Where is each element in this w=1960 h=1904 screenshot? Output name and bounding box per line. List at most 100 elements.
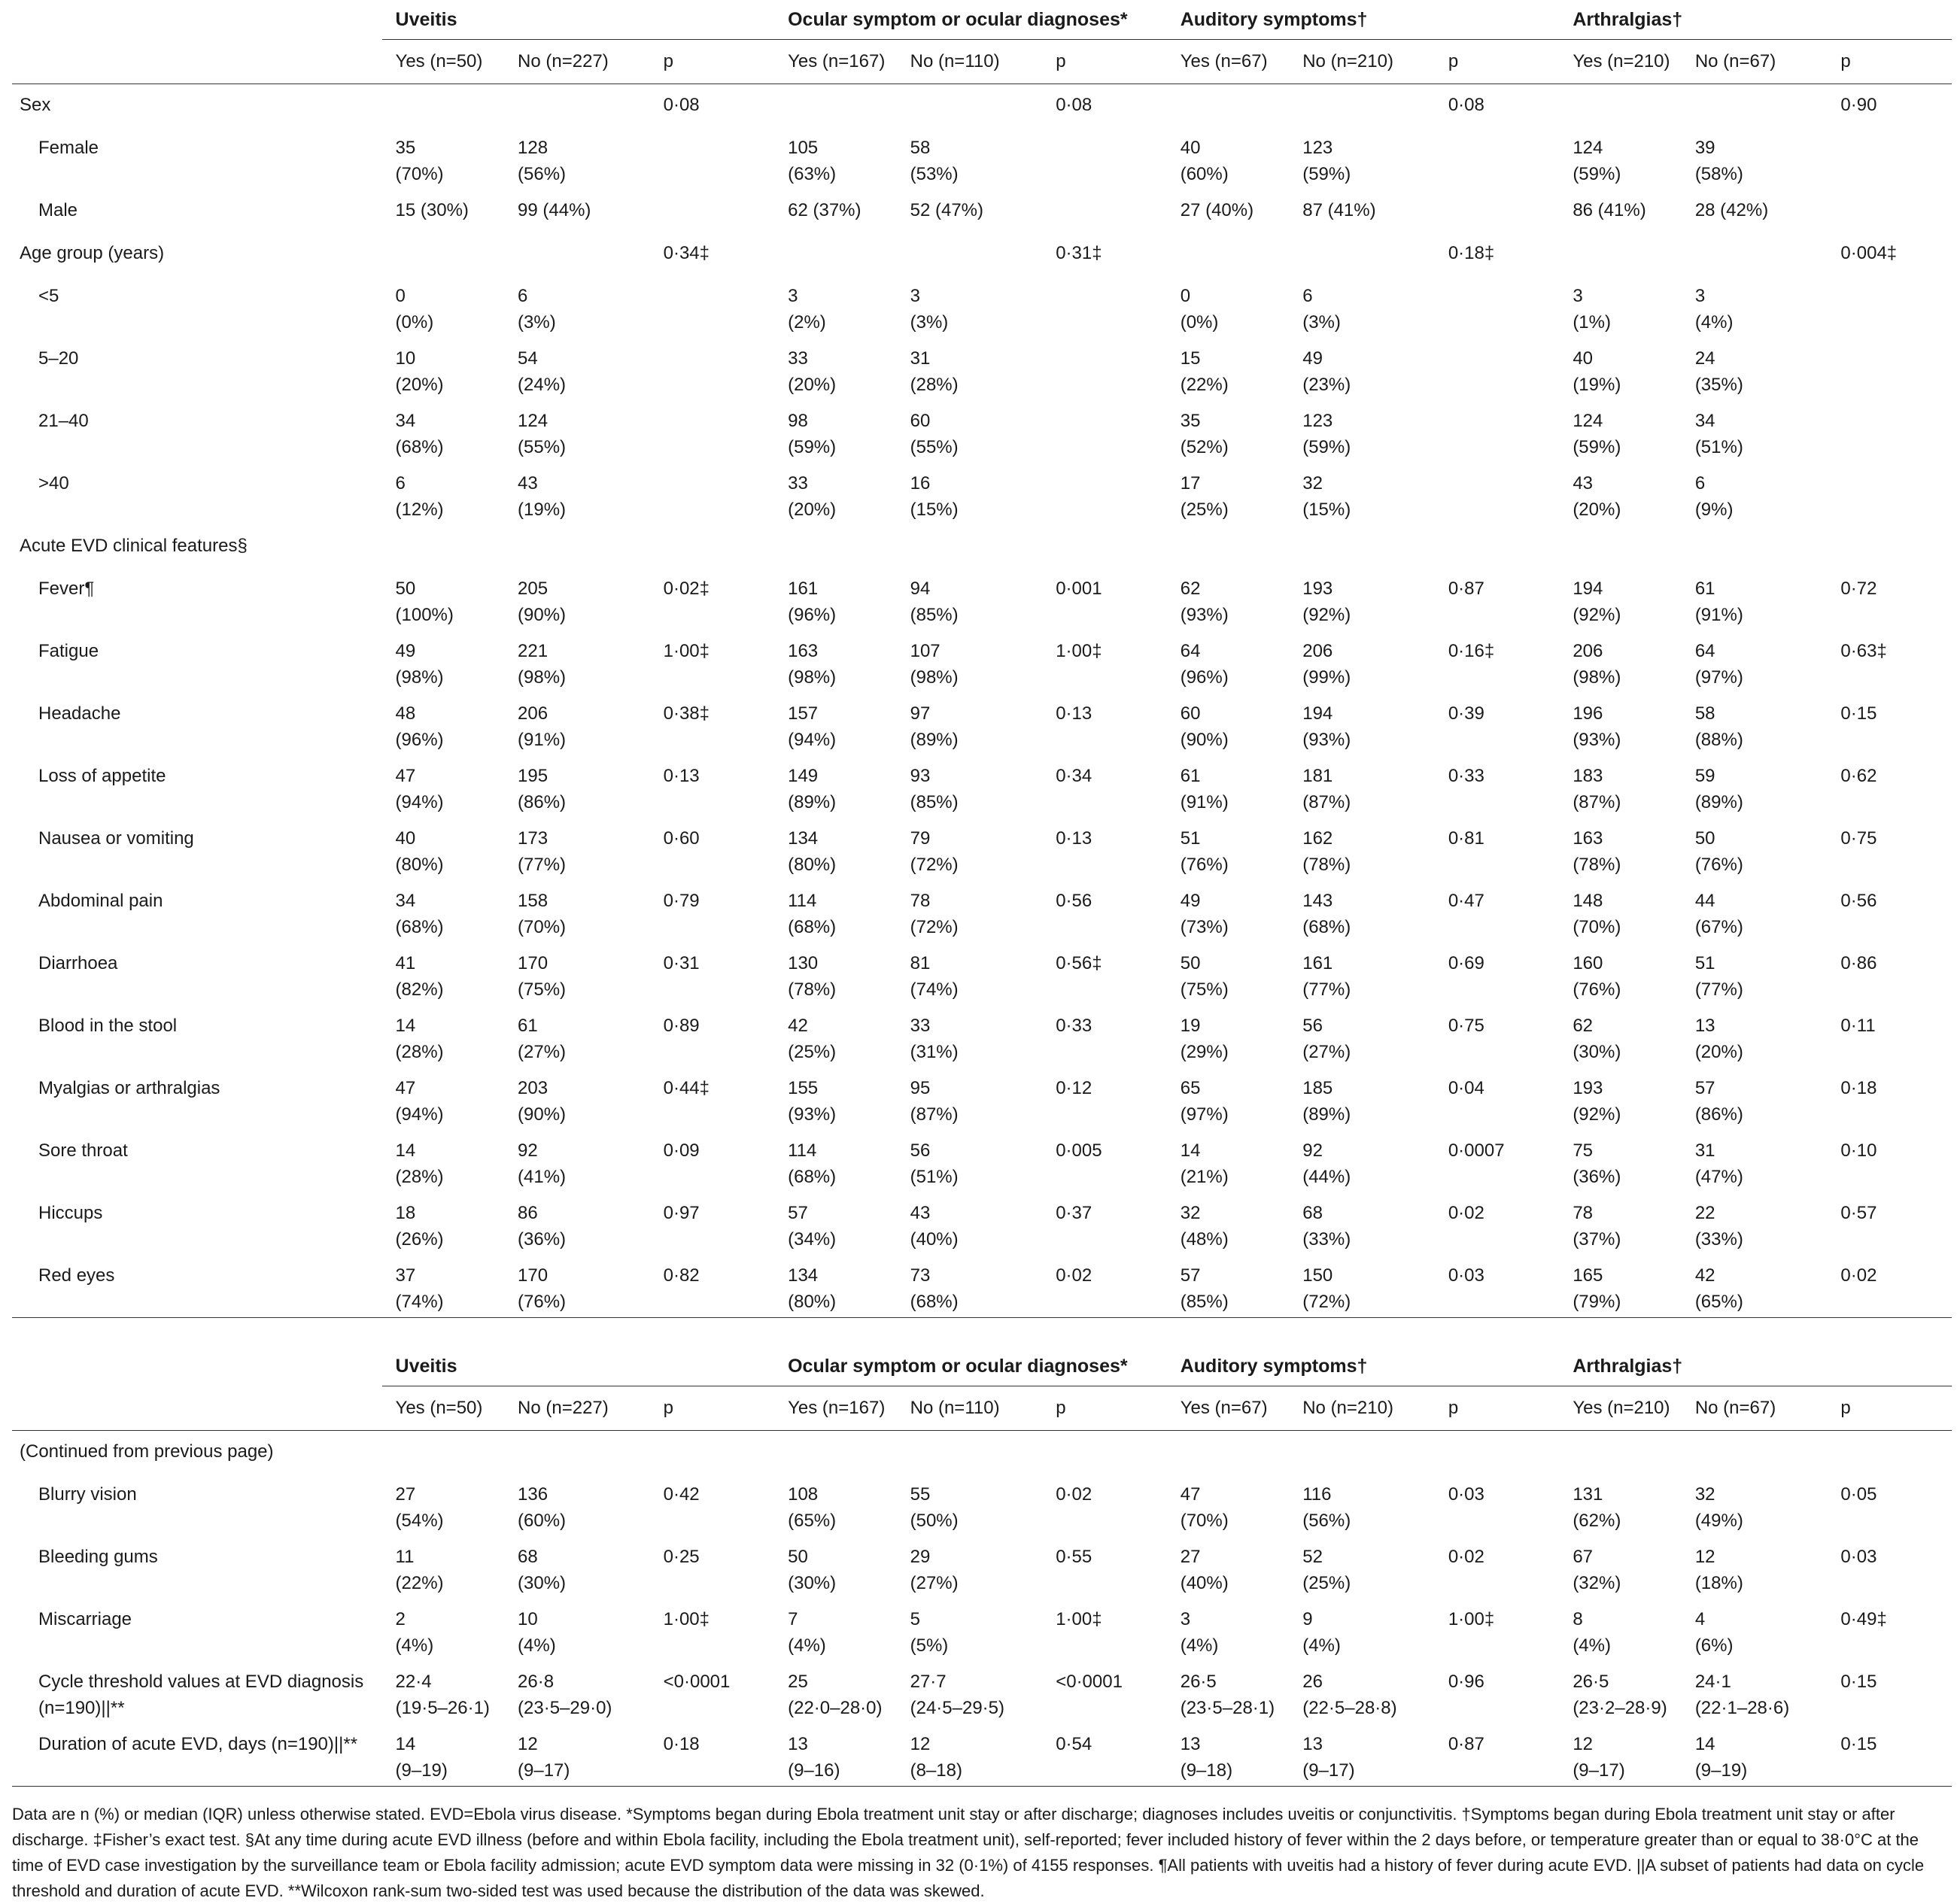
p-value: 0·02 (1448, 1547, 1484, 1567)
p-value (1435, 275, 1560, 338)
cell-value: 62 (30%) (1573, 1016, 1621, 1062)
cell-value: 26·5 (23·5–28·1) (1180, 1672, 1275, 1718)
cell-value: 52 (47%) (910, 200, 983, 220)
cell-value: 150 (72%) (1289, 1255, 1435, 1318)
cell-value (504, 84, 650, 128)
subheader-row: Yes (n=50) No (n=227) p Yes (n=167) No (n=11… (12, 1386, 1952, 1431)
cell-value: 193 (92%) (1573, 1078, 1621, 1125)
cell-value: 205 (90%) (518, 578, 567, 625)
table-row: Age group (years) 0·34‡ 0·31‡ 0·18‡ 0·004‡ (12, 232, 1952, 275)
cell-value: 170 (75%) (518, 953, 567, 1000)
results-table: Uveitis Ocular symptom or ocular diagnose… (12, 0, 1952, 1318)
cell-value: 14 (9–19) (381, 1723, 505, 1787)
group-title: Arthralgias† (1559, 1347, 1952, 1386)
p-value (1827, 400, 1952, 463)
p-value: 0·55 (1056, 1547, 1092, 1567)
cell-value: 15 (30%) (395, 200, 469, 220)
p-value: <0·0001 (1056, 1672, 1123, 1692)
p-value: 0·54 (1042, 1723, 1167, 1787)
cell-value: 0 (0%) (1180, 286, 1219, 333)
cell-value: 39 (58%) (1694, 138, 1743, 184)
cell-value: 161 (96%) (788, 578, 837, 625)
cell-value: 173 (77%) (518, 828, 567, 875)
cell-value: 5 (5%) (910, 1609, 949, 1656)
cell-value: 3 (4%) (1180, 1609, 1219, 1656)
p-value: 0·56 (1056, 891, 1092, 911)
cell-value (382, 232, 505, 275)
row-label: Fatigue (38, 641, 99, 661)
cell-value: 3 (3%) (910, 286, 949, 333)
row-label: >40 (38, 473, 69, 493)
cell-value: 11 (22%) (395, 1547, 444, 1593)
cell-value: 93 (85%) (910, 766, 959, 812)
cell-value: 114 (68%) (788, 1140, 837, 1187)
table-row: Sex 0·08 0·08 0·08 0·90 (12, 84, 1952, 128)
p-value: 0·11 (1840, 1016, 1876, 1036)
column-header-p: p (1042, 1386, 1167, 1431)
cell-value: 114 (68%) (788, 891, 837, 937)
p-value: 0·69 (1448, 953, 1484, 973)
header-blank (12, 1386, 382, 1431)
p-value (1827, 463, 1952, 525)
cell-value: 196 (93%) (1573, 703, 1621, 750)
table-row: Fever¶ 50 (100%) 205 (90%) 0·02‡ 161 (96%) 94… (12, 568, 1952, 630)
cell-value: 13 (9–16) (774, 1723, 897, 1787)
table-row: Sore throat 14 (28%) 92 (41%) 0·09 114 (68%)… (12, 1130, 1952, 1192)
p-value: 0·75 (1448, 1016, 1484, 1036)
cell-value: 61 (27%) (518, 1016, 567, 1062)
p-value: 0·97 (663, 1203, 700, 1223)
column-header-no: No (n=227) (504, 1386, 650, 1431)
cell-value: 163 (78%) (1573, 828, 1621, 875)
cell-value: 10 (20%) (395, 348, 444, 395)
column-header-yes: Yes (n=167) (774, 39, 897, 84)
p-value (1042, 338, 1167, 400)
p-value: 0·04 (1448, 1078, 1484, 1098)
cell-value: 34 (68%) (395, 411, 444, 457)
p-value: 0·18 (649, 1723, 775, 1787)
cell-value: 43 (40%) (910, 1203, 959, 1250)
row-label: Sex (20, 95, 51, 115)
cell-value: 51 (77%) (1694, 953, 1743, 1000)
p-value: 0·34‡ (663, 243, 710, 263)
p-value (1435, 400, 1560, 463)
p-value (650, 275, 775, 338)
row-label: Acute EVD clinical features§ (20, 536, 248, 556)
cell-value: 16 (15%) (910, 473, 959, 520)
cell-value: 35 (70%) (395, 138, 444, 184)
cell-value: 136 (60%) (518, 1484, 567, 1531)
table-row: Duration of acute EVD, days (n=190)||** 1… (12, 1723, 1952, 1787)
cell-value: 29 (27%) (910, 1547, 959, 1593)
row-label: Myalgias or arthralgias (38, 1078, 220, 1098)
p-value: 0·25 (663, 1547, 700, 1567)
cell-value: 221 (98%) (518, 641, 567, 688)
p-value: 0·31 (663, 953, 700, 973)
cell-value: 62 (37%) (788, 200, 861, 220)
table-body: (Continued from previous page) Blurry vi… (12, 1431, 1952, 1787)
cell-value (897, 232, 1043, 275)
row-label: Nausea or vomiting (38, 828, 194, 849)
p-value: 0·09 (663, 1140, 700, 1161)
cell-value: 75 (36%) (1573, 1140, 1621, 1187)
table-row: Headache 48 (96%) 206 (91%) 0·38‡ 157 (94%) 9… (12, 693, 1952, 755)
p-value: 0·87 (1448, 578, 1484, 599)
cell-value: 165 (79%) (1559, 1255, 1682, 1318)
cell-value (1167, 525, 1290, 568)
cell-value: 185 (89%) (1302, 1078, 1351, 1125)
cell-value: 14 (21%) (1180, 1140, 1229, 1187)
cell-value: 50 (75%) (1180, 953, 1229, 1000)
p-value: 1·00‡ (1448, 1609, 1495, 1629)
cell-value: 18 (26%) (395, 1203, 444, 1250)
p-value: 0·13 (1056, 828, 1092, 849)
p-value (650, 400, 775, 463)
column-header-p: p (1434, 1386, 1560, 1431)
cell-value: 2 (4%) (395, 1609, 434, 1656)
p-value: 0·15 (1840, 1672, 1877, 1692)
cell-value: 0 (0%) (395, 286, 434, 333)
cell-value: 26 (22·5–28·8) (1302, 1672, 1397, 1718)
p-value (1827, 275, 1952, 338)
cell-value: 95 (87%) (910, 1078, 959, 1125)
cell-value (1682, 84, 1828, 128)
cell-value (1682, 232, 1828, 275)
table-row: Bleeding gums 11 (22%) 68 (30%) 0·25 50 (30%… (12, 1536, 1952, 1599)
cell-value: 7 (4%) (788, 1609, 826, 1656)
